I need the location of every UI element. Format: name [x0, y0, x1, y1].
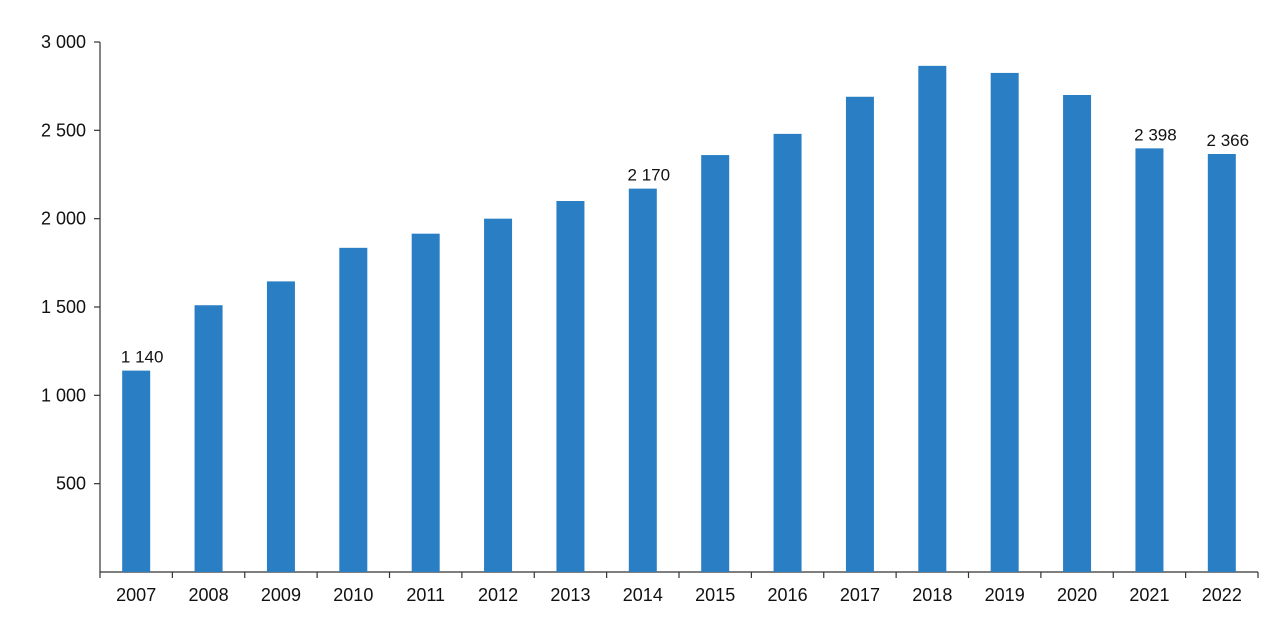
y-tick-label: 1 500 [41, 297, 86, 317]
data-label: 1 140 [121, 348, 164, 367]
y-tick-label: 2 000 [41, 209, 86, 229]
x-tick-label: 2017 [840, 585, 880, 605]
bar [628, 188, 657, 572]
bar [918, 65, 947, 572]
bar [194, 305, 223, 572]
y-tick-label: 500 [56, 474, 86, 494]
bar [556, 201, 585, 572]
x-tick-label: 2021 [1129, 585, 1169, 605]
bar [1063, 95, 1092, 572]
y-tick-label: 3 000 [41, 32, 86, 52]
data-labels: 1 140 2 170 2 398 2 366 [121, 125, 1249, 366]
x-tick-label: 2011 [406, 585, 445, 605]
x-tick-label: 2010 [333, 585, 373, 605]
y-tick-label: 2 500 [41, 120, 86, 140]
x-tick-label: 2008 [189, 585, 229, 605]
x-tick-label: 2012 [478, 585, 518, 605]
bar [484, 218, 513, 572]
data-label: 2 366 [1207, 131, 1250, 150]
bar [122, 370, 151, 572]
y-tick-label: 1 000 [41, 385, 86, 405]
x-tick-label: 2022 [1202, 585, 1242, 605]
bar [266, 281, 295, 572]
bar [411, 233, 440, 572]
x-tick-label: 2014 [623, 585, 663, 605]
bar [845, 96, 874, 573]
x-tick-label: 2013 [550, 585, 590, 605]
x-tick-label: 2019 [985, 585, 1025, 605]
y-axis: 500 1 000 1 500 2 000 2 500 3 000 [41, 32, 101, 572]
bars [122, 65, 1236, 573]
x-tick-label: 2016 [768, 585, 808, 605]
x-tick-label: 2009 [261, 585, 301, 605]
bar [990, 72, 1019, 573]
x-tick-label: 2018 [912, 585, 952, 605]
x-axis: 2007 2008 2009 2010 2011 2012 2013 2014 2015 2016… [99, 571, 1259, 605]
bar [773, 133, 802, 572]
x-tick-label: 2007 [116, 585, 156, 605]
data-label: 2 398 [1134, 125, 1177, 144]
data-label: 2 170 [628, 166, 671, 185]
bar [1135, 148, 1164, 572]
x-tick-label: 2015 [695, 585, 735, 605]
bar [701, 155, 730, 573]
bar [1207, 154, 1236, 573]
bar [339, 247, 368, 573]
x-tick-label: 2020 [1057, 585, 1097, 605]
